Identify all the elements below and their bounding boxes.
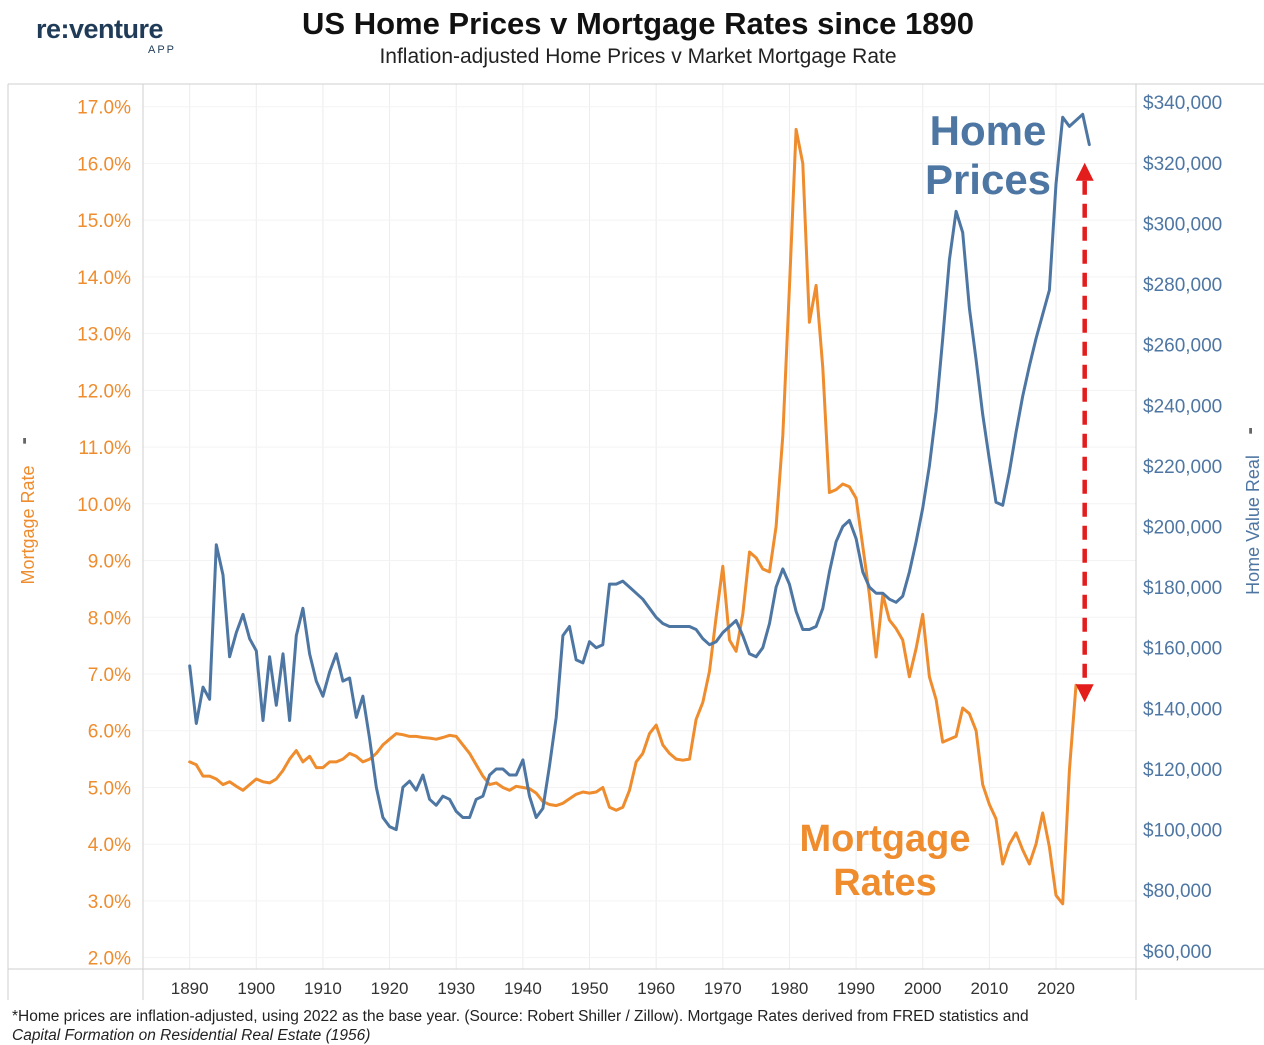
y-left-tick-label: 8.0%	[88, 608, 131, 629]
y-right-tick-label: $160,000	[1143, 639, 1222, 660]
y-right-tick-label: $60,000	[1143, 942, 1212, 963]
y-left-tick-label: 4.0%	[88, 835, 131, 856]
chart-axes: 1890 1900 1910 1920 1930 1940 1950 1960 1970 1980…	[7, 83, 1264, 1000]
y-right-tick-label: $140,000	[1143, 699, 1222, 720]
y-left-tick-label: 17.0%	[77, 98, 131, 119]
y-right-tick-label: $220,000	[1143, 457, 1222, 478]
y-right-tick-label: $240,000	[1143, 396, 1222, 417]
x-tick-label: 1900	[237, 979, 275, 998]
y-right-tick-label: $340,000	[1143, 93, 1222, 114]
y-left-tick-label: 6.0%	[88, 722, 131, 743]
y-left-tick-label: 13.0%	[77, 325, 131, 346]
logo-brand-text: re:venture	[36, 14, 164, 44]
y-right-tick-label: $300,000	[1143, 214, 1222, 235]
x-tick-label: 1990	[837, 979, 875, 998]
mortgage-rate-line	[188, 127, 1091, 906]
y-left-tick-label: 7.0%	[88, 665, 131, 686]
chart-subtitle: Inflation-adjusted Home Prices v Market …	[379, 45, 897, 68]
x-tick-label: 1890	[171, 979, 209, 998]
x-tick-label: 1940	[504, 979, 542, 998]
home-prices-label: Home	[930, 107, 1047, 154]
y-left-tick-label: 2.0%	[88, 949, 131, 970]
x-tick-label: 2000	[904, 979, 942, 998]
y-left-tick-label: 9.0%	[88, 552, 131, 573]
dual-axis-line-chart: 1890 1900 1910 1920 1930 1940 1950 1960 1970 1980…	[7, 83, 1264, 1000]
y-right-tick-label: $320,000	[1143, 154, 1222, 175]
y-right-tick-label: $100,000	[1143, 821, 1222, 842]
x-tick-label: 1910	[304, 979, 342, 998]
chart-title: US Home Prices v Mortgage Rates since 18…	[302, 6, 974, 41]
footnote-line-2: Capital Formation on Residential Real Es…	[12, 1027, 371, 1044]
logo-sub-text: APP	[148, 44, 177, 56]
y-right-tick-label: $200,000	[1143, 518, 1222, 539]
arrow-head-up-icon	[1075, 162, 1094, 181]
y-right-tick-label: $80,000	[1143, 881, 1212, 902]
y-left-tick-label: 15.0%	[77, 211, 131, 232]
mortgage-rates-label: Rates	[833, 862, 937, 904]
y-right-axis-title: Home Value Real	[1243, 455, 1263, 595]
chart-series	[188, 112, 1091, 906]
y-right-tick-label: $120,000	[1143, 760, 1222, 781]
home-prices-label: Prices	[925, 156, 1051, 203]
y-left-axis-title: Mortgage Rate	[18, 465, 38, 584]
mortgage-rates-label: Mortgage	[800, 818, 971, 860]
x-tick-label: 2020	[1037, 979, 1075, 998]
y-right-tick-label: $260,000	[1143, 336, 1222, 357]
arrow-head-down-icon	[1075, 684, 1094, 703]
x-tick-label: 2010	[970, 979, 1008, 998]
y-right-tick-label: $280,000	[1143, 275, 1222, 296]
y-left-tick-label: 16.0%	[77, 154, 131, 175]
y-left-tick-label: 3.0%	[88, 892, 131, 913]
x-tick-label: 1920	[371, 979, 409, 998]
y-left-tick-label: 10.0%	[77, 495, 131, 516]
x-tick-label: 1930	[437, 979, 475, 998]
footnote: *Home prices are inflation-adjusted, usi…	[12, 1007, 1252, 1045]
y-left-tick-label: 12.0%	[77, 381, 131, 402]
y-left-tick-label: 11.0%	[79, 438, 132, 459]
chart-grid	[143, 84, 1136, 969]
reventure-logo: re:venture APP	[36, 14, 174, 56]
pin-icon	[23, 438, 26, 444]
y-left-tick-label: 14.0%	[77, 268, 131, 289]
home-price-line	[188, 112, 1091, 832]
y-left-tick-label: 5.0%	[88, 778, 131, 799]
x-tick-label: 1950	[571, 979, 609, 998]
x-tick-label: 1970	[704, 979, 742, 998]
footnote-line-1: *Home prices are inflation-adjusted, usi…	[12, 1008, 1029, 1025]
y-right-tick-label: $180,000	[1143, 578, 1222, 599]
pin-icon	[1249, 428, 1252, 434]
x-tick-label: 1980	[771, 979, 809, 998]
x-tick-label: 1960	[637, 979, 675, 998]
